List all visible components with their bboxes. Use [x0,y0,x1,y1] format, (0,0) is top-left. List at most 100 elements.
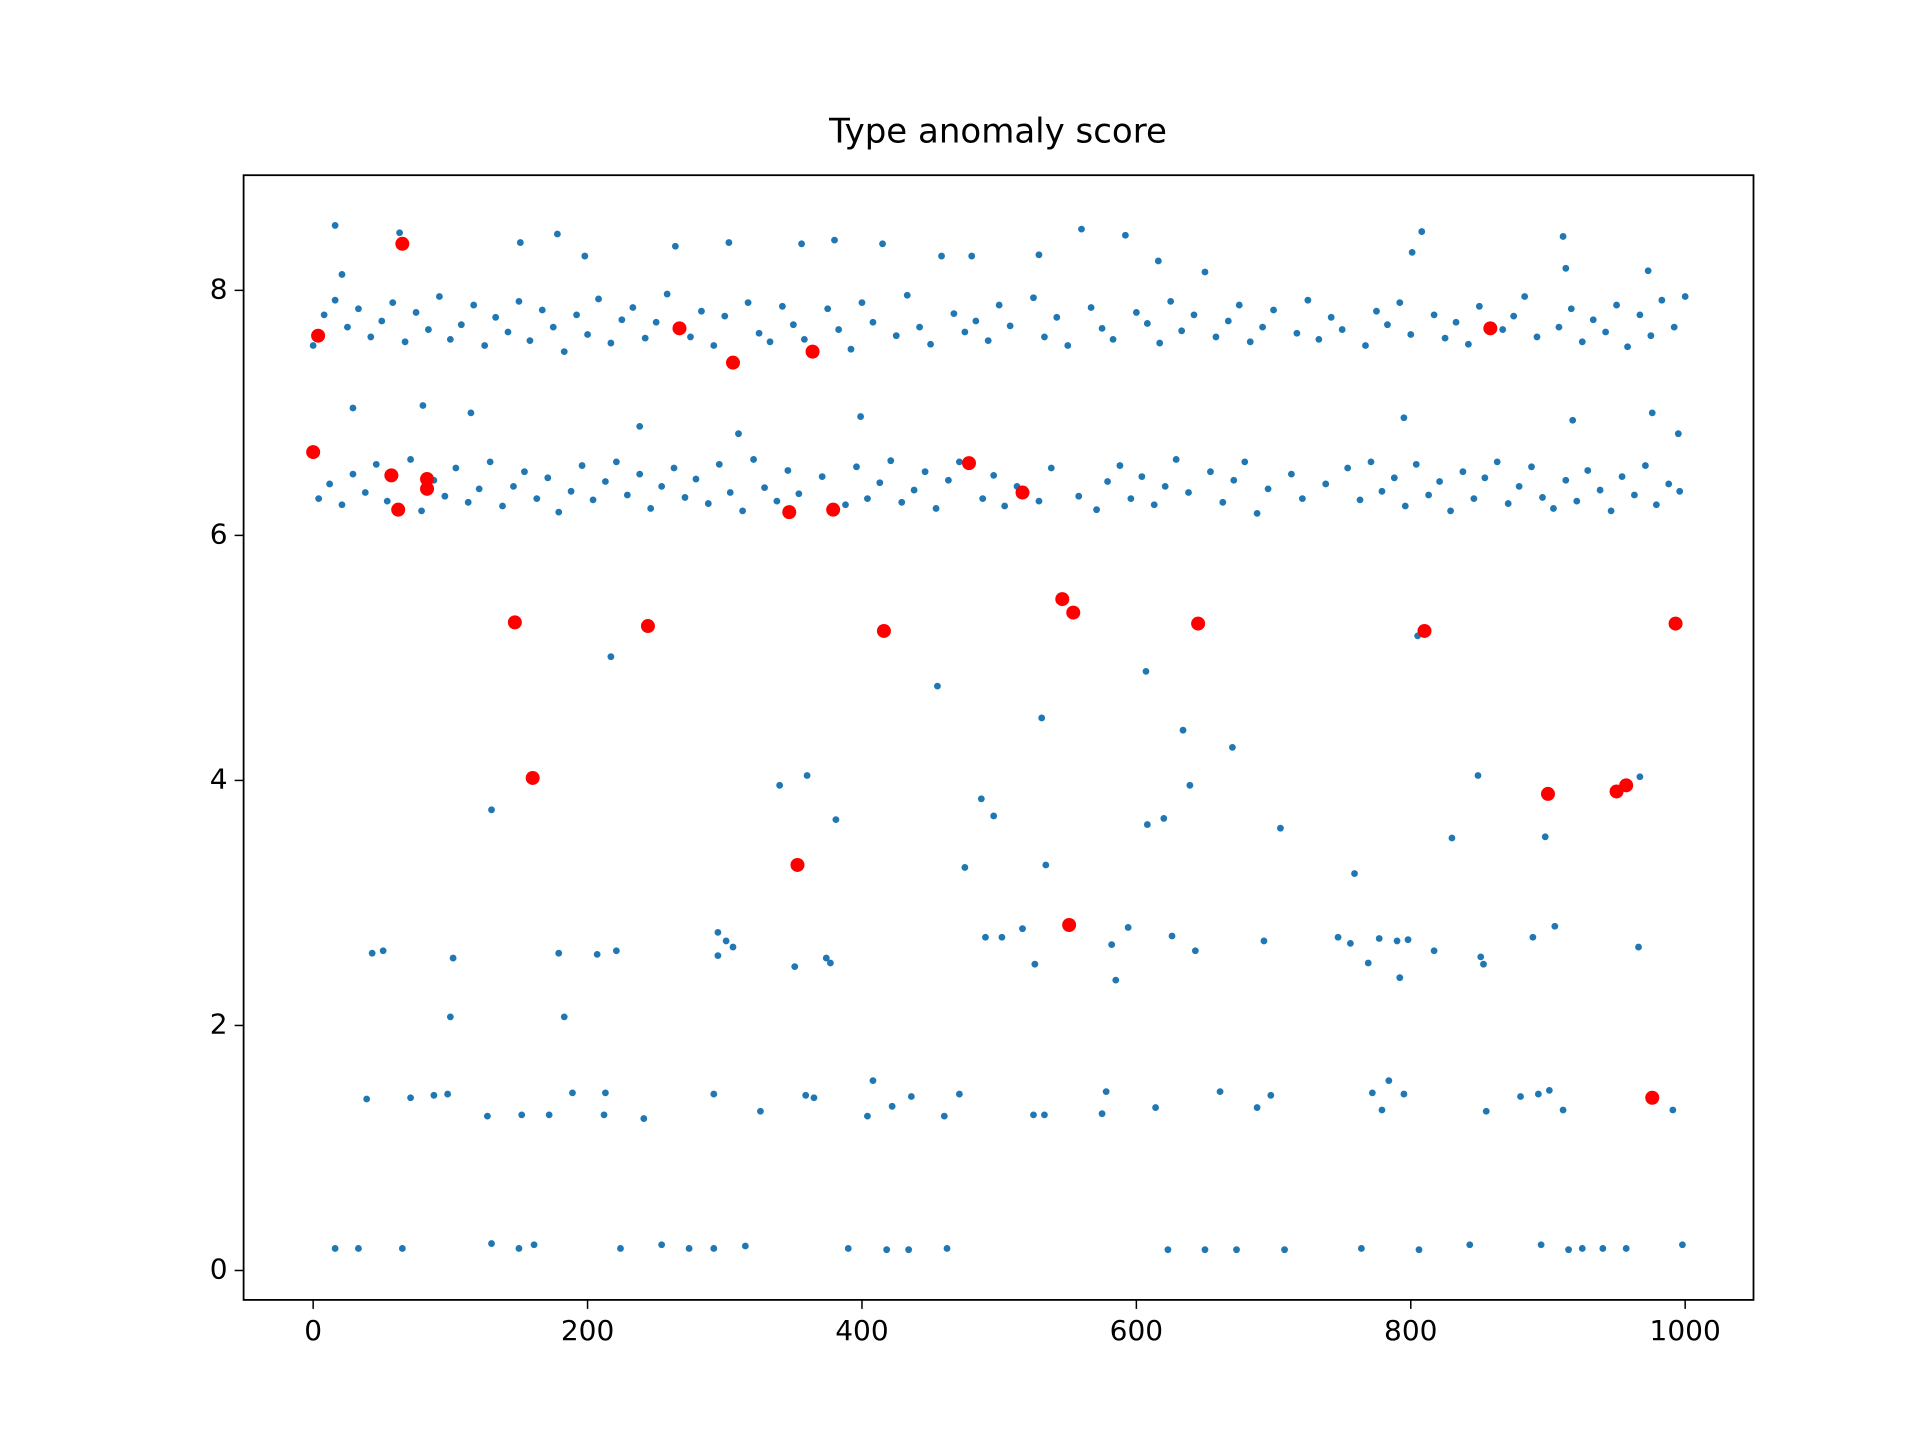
point [940,1112,948,1120]
point [798,240,805,248]
point [687,333,694,341]
point [1179,726,1187,734]
point [961,864,969,871]
point [1521,293,1529,300]
point [331,222,339,229]
point [761,484,768,492]
point [1132,309,1140,316]
point [1078,225,1085,233]
point [1375,935,1383,942]
point [435,293,443,300]
point [1124,924,1132,931]
point [692,475,700,483]
point [1589,316,1597,324]
point [1143,320,1151,327]
point [1143,821,1151,828]
point [607,339,615,347]
point [1665,480,1673,488]
point [1644,267,1652,275]
point [1075,492,1083,500]
point [1031,960,1039,968]
point [311,328,326,343]
point [698,307,705,315]
point [1042,861,1050,869]
point [907,1093,915,1100]
point [1288,470,1295,478]
point [1385,1077,1393,1084]
point [425,326,432,333]
point [757,1107,764,1115]
point [1537,1241,1545,1249]
point [306,445,321,460]
point [1190,311,1198,319]
point [1670,323,1678,331]
point [1327,313,1335,321]
point [1559,233,1567,240]
point [367,333,375,341]
point [488,806,495,814]
point [735,430,742,438]
point [961,456,976,471]
point [652,318,660,326]
point [1559,1106,1567,1114]
point [1087,304,1095,311]
point [395,236,410,251]
point [1555,323,1563,331]
point [372,460,380,468]
point [1407,331,1415,338]
point [1041,333,1048,341]
point [1635,943,1642,951]
point [391,502,406,517]
point [1613,301,1620,309]
point [560,348,568,356]
x-tick-label: 1000 [1650,1314,1721,1347]
point [744,299,752,307]
x-tick-label: 600 [1110,1314,1163,1347]
point [538,306,546,314]
point [1396,974,1404,982]
point [1281,1246,1288,1254]
point [1551,922,1559,930]
point [545,1111,553,1119]
point [1219,498,1227,506]
point [418,507,425,515]
point [1464,340,1472,348]
point [1041,1111,1048,1119]
point [847,345,855,353]
point [1669,1106,1677,1114]
point [549,323,557,331]
point [640,619,655,634]
point [789,321,797,329]
point [827,959,834,967]
point [1053,313,1061,321]
point [1647,332,1655,340]
point [818,473,826,480]
point [412,309,420,316]
point [955,458,963,466]
point [1066,605,1081,620]
point [315,495,323,503]
point [1260,937,1268,945]
point [1417,623,1432,638]
point [778,302,786,310]
point [658,1241,666,1249]
point [950,310,958,318]
point [470,301,478,309]
point [1658,296,1666,304]
point [805,344,820,359]
point [481,342,489,349]
point [982,933,989,941]
point [1168,932,1176,940]
point [910,486,918,494]
point [1396,299,1404,307]
point [1062,918,1077,932]
point [1539,494,1546,501]
point [1264,485,1272,493]
point [573,311,580,319]
point [1569,416,1577,424]
point [1201,268,1209,276]
point [452,464,460,472]
point [1533,333,1541,341]
point [1235,301,1243,309]
point [623,491,631,499]
